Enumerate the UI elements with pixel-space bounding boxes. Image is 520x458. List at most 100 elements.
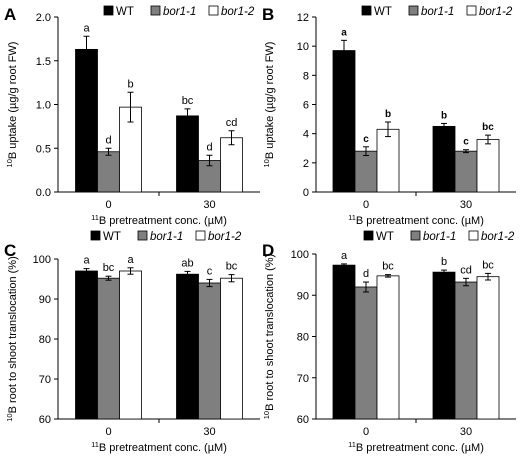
significance-letter: b — [385, 109, 391, 120]
x-tick-label: 30 — [460, 199, 472, 211]
x-tick-label: 30 — [203, 199, 215, 211]
legend: WT bor1-1 bor1-2 — [90, 230, 242, 243]
y-axis-label: 10B uptake (µg/g root FW) — [5, 42, 20, 168]
x-tick-label: 0 — [105, 426, 111, 438]
x-axis-label: 11B pretreatment conc. (µM) — [91, 213, 227, 228]
legend-swatch-bor1-1 — [150, 5, 161, 16]
y-tick-label: 80 — [39, 334, 51, 346]
bar-bor1-1 — [454, 150, 478, 193]
x-axis-label: 11B pretreatment conc. (µM) — [91, 440, 227, 455]
legend: WT bor1-1 bor1-2 — [103, 5, 255, 18]
legend-swatch-bor1-1 — [137, 230, 148, 241]
y-tick-label: 90 — [39, 294, 51, 306]
legend-label: bor1-2 — [221, 6, 255, 18]
significance-letter: bc — [482, 259, 494, 271]
significance-letter: bc — [382, 261, 394, 273]
significance-letter: d — [105, 134, 111, 146]
legend-swatch-bor1-2 — [195, 230, 206, 241]
legend-swatch-WT — [363, 230, 374, 241]
bar-bor1-2 — [220, 277, 243, 420]
x-tick-label: 30 — [460, 426, 472, 438]
bar-bor1-2 — [220, 137, 243, 193]
significance-letter: b — [127, 78, 133, 90]
significance-letter: c — [207, 265, 213, 277]
bar-bor1-1 — [354, 286, 378, 420]
panel-letter: A — [4, 5, 16, 24]
x-tick-label: 0 — [363, 199, 369, 211]
significance-letter: cd — [226, 117, 238, 129]
bar-WT — [176, 115, 199, 193]
bar-WT — [432, 125, 456, 193]
significance-letter: c — [463, 137, 469, 148]
panel-d: D 60 70 80 90 100 10B root to shoot translocat… — [262, 230, 516, 455]
bar-bor1-2 — [376, 128, 400, 193]
significance-letter: bc — [103, 262, 115, 274]
bar-bor1-1 — [97, 151, 120, 193]
y-tick-label: 0.5 — [36, 143, 51, 155]
significance-letter: b — [441, 256, 447, 268]
y-axis-label: 10B root to shoot translocation (%) — [262, 254, 277, 419]
significance-letter: a — [83, 255, 90, 267]
significance-letter: a — [341, 27, 347, 38]
y-tick-label: 1.5 — [36, 56, 51, 68]
legend-label: bor1-1 — [150, 231, 183, 243]
y-tick-label: 2 — [303, 158, 309, 170]
x-tick-label: 30 — [203, 426, 215, 438]
bar-bor1-2 — [119, 270, 142, 420]
panel-a: A 0.0 0.5 1.0 1.5 2.0 10B uptake (µg/g root FW… — [4, 5, 260, 227]
legend-swatch-WT — [103, 5, 114, 16]
legend-swatch-bor1-2 — [466, 5, 477, 16]
legend: WT bor1-1 bor1-2 — [363, 230, 515, 243]
legend-label: bor1-1 — [421, 6, 454, 18]
y-tick-label: 70 — [39, 374, 51, 386]
y-tick-label: 70 — [297, 373, 309, 385]
panel-letter: D — [262, 241, 274, 260]
y-tick-label: 2.0 — [36, 12, 51, 24]
y-tick-label: 60 — [39, 414, 51, 426]
significance-letter: bc — [226, 261, 238, 273]
panel-letter: C — [4, 241, 16, 260]
bar-WT — [332, 264, 356, 420]
y-tick-label: 12 — [297, 12, 309, 24]
bar-bor1-1 — [454, 281, 478, 420]
panel-c: C 60 70 80 90 100 10B root to shoot translocat… — [4, 230, 260, 455]
y-axis-label: 10B uptake (µg/g root FW) — [262, 42, 277, 168]
y-tick-label: 4 — [303, 129, 309, 141]
legend-label: bor1-2 — [481, 231, 515, 243]
y-axis-label: 10B root to shoot translocation (%) — [5, 256, 20, 421]
significance-letter: bc — [182, 95, 194, 107]
bar-WT — [176, 273, 199, 420]
legend-swatch-bor1-2 — [468, 230, 479, 241]
legend-swatch-WT — [90, 230, 101, 241]
legend: WT bor1-1 bor1-2 — [361, 5, 513, 18]
bar-WT — [75, 270, 98, 420]
y-tick-label: 10 — [297, 41, 309, 53]
significance-letter: ab — [181, 257, 193, 269]
significance-letter: bc — [482, 122, 494, 133]
significance-letter: b — [441, 110, 447, 121]
x-axis-label: 11B pretreatment conc. (µM) — [348, 440, 484, 455]
bar-bor1-1 — [354, 150, 378, 193]
bar-bor1-2 — [376, 275, 400, 420]
x-tick-label: 0 — [105, 199, 111, 211]
x-axis-label: 11B pretreatment conc. (µM) — [348, 213, 484, 228]
y-tick-label: 100 — [33, 254, 51, 266]
legend-swatch-bor1-1 — [410, 230, 421, 241]
bar-WT — [332, 50, 356, 193]
significance-letter: c — [363, 134, 369, 145]
bar-bor1-2 — [476, 276, 500, 420]
y-tick-label: 1.0 — [36, 100, 51, 112]
legend-swatch-bor1-2 — [208, 5, 219, 16]
legend-label: bor1-2 — [208, 231, 242, 243]
legend-swatch-bor1-1 — [408, 5, 419, 16]
legend-label: bor1-2 — [479, 6, 513, 18]
bar-bor1-1 — [97, 277, 120, 420]
y-tick-label: 100 — [291, 249, 309, 261]
legend-label: bor1-1 — [423, 231, 456, 243]
legend-label: WT — [103, 231, 121, 243]
panel-letter: B — [262, 5, 274, 24]
y-tick-label: 80 — [297, 332, 309, 344]
legend-label: bor1-1 — [163, 6, 196, 18]
y-tick-label: 0.0 — [36, 187, 51, 199]
